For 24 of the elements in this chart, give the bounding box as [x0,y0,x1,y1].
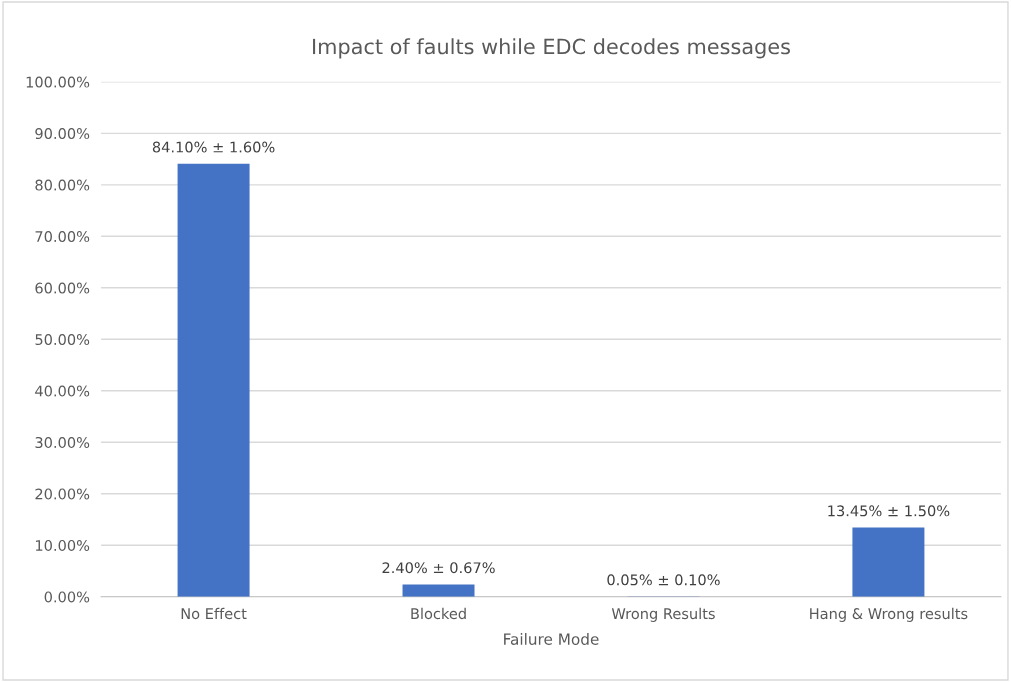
bar [177,163,250,597]
y-tick-label: 40.00% [35,385,90,397]
y-tick-label: 70.00% [35,231,90,243]
data-label: 13.45% ± 1.50% [828,505,950,517]
y-tick-label: 30.00% [35,436,90,449]
y-tick-label: 60.00% [35,282,90,294]
x-tick-label: Hang & Wrong results [810,607,968,622]
data-label: 0.05% ± 0.10% [607,574,720,586]
y-tick-label: 20.00% [35,488,90,500]
x-axis-title: Failure Mode [504,633,599,645]
x-tick-label: Wrong Results [611,607,715,622]
data-label: 84.10% ± 1.60% [152,141,275,153]
x-tick-label: Blocked [411,607,466,620]
bar [852,527,925,597]
bar [402,584,475,597]
y-tick-label: 10.00% [35,539,90,552]
y-tick-label: 80.00% [35,179,90,191]
chart-title: Impact of faults while EDC decodes messages [313,38,790,59]
y-tick-label: 0.00% [44,591,90,603]
y-tick-label: 90.00% [35,128,90,140]
y-tick-label: 100.00% [26,76,90,88]
y-tick-label: 50.00% [35,334,90,346]
x-tick-label: No Effect [181,607,247,620]
data-label: 2.40% ± 0.67% [382,562,495,574]
